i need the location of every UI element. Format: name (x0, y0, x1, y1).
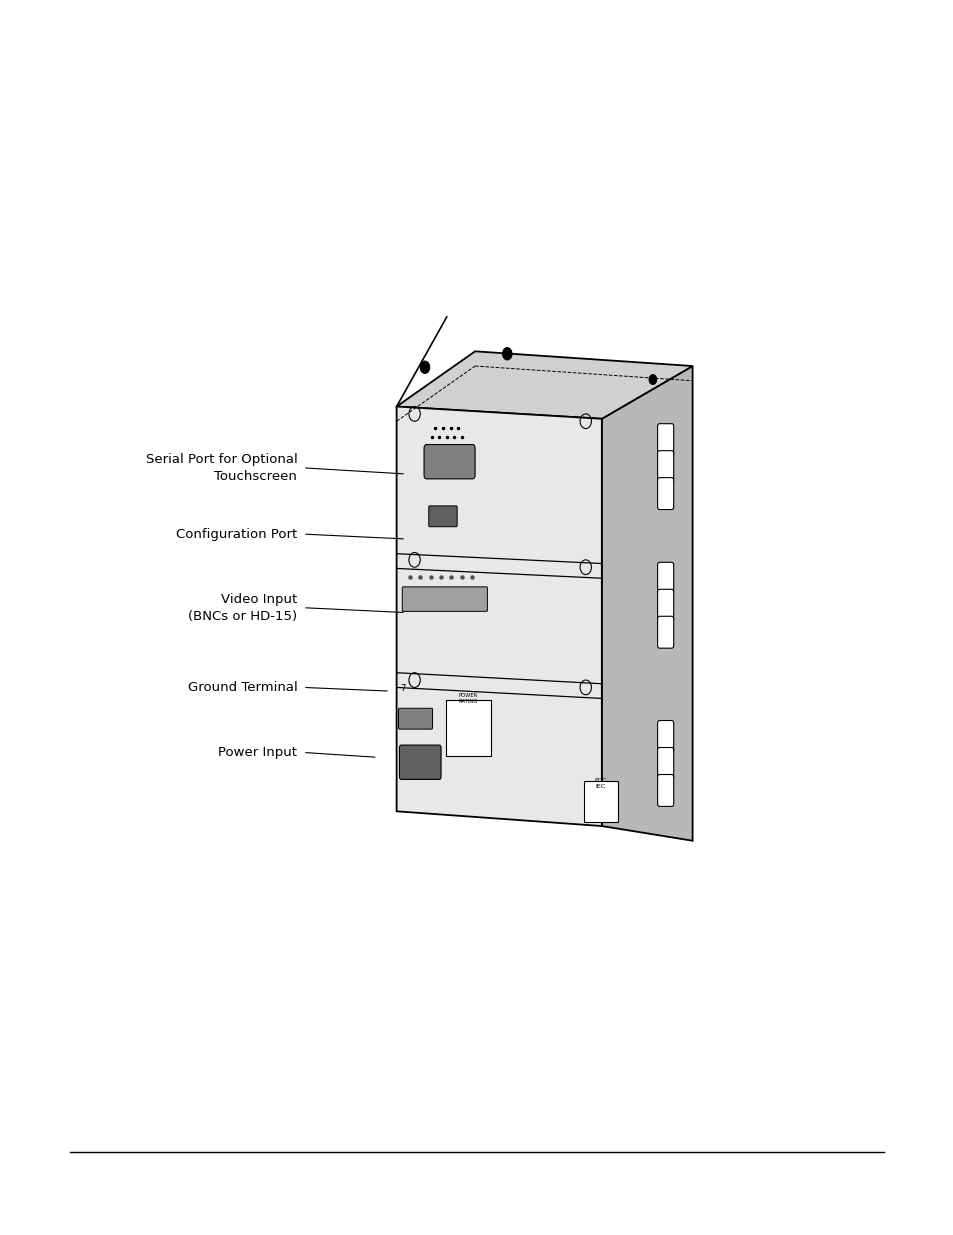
FancyBboxPatch shape (657, 478, 673, 510)
FancyBboxPatch shape (399, 745, 440, 779)
FancyBboxPatch shape (657, 424, 673, 456)
Text: 7: 7 (400, 684, 405, 693)
FancyBboxPatch shape (428, 506, 456, 526)
Polygon shape (396, 351, 692, 419)
FancyBboxPatch shape (657, 747, 673, 779)
FancyBboxPatch shape (398, 709, 432, 729)
FancyBboxPatch shape (423, 445, 475, 479)
Polygon shape (396, 406, 601, 826)
Circle shape (648, 374, 656, 384)
FancyBboxPatch shape (657, 774, 673, 806)
Circle shape (420, 361, 429, 373)
FancyBboxPatch shape (657, 562, 673, 594)
FancyBboxPatch shape (657, 589, 673, 621)
FancyBboxPatch shape (445, 700, 491, 756)
FancyBboxPatch shape (583, 781, 618, 823)
Text: Serial Port for Optional
Touchscreen: Serial Port for Optional Touchscreen (146, 453, 297, 483)
Text: FCC
IEC: FCC IEC (594, 778, 606, 789)
Circle shape (502, 347, 512, 359)
Text: Power Input: Power Input (218, 746, 297, 760)
FancyBboxPatch shape (402, 587, 487, 611)
FancyBboxPatch shape (657, 451, 673, 483)
Polygon shape (601, 366, 692, 841)
Text: Ground Terminal: Ground Terminal (188, 680, 297, 694)
FancyBboxPatch shape (657, 720, 673, 752)
Text: Configuration Port: Configuration Port (176, 527, 297, 541)
Text: POWER
RATING: POWER RATING (458, 693, 477, 704)
Text: Video Input
(BNCs or HD-15): Video Input (BNCs or HD-15) (188, 593, 297, 622)
FancyBboxPatch shape (657, 616, 673, 648)
